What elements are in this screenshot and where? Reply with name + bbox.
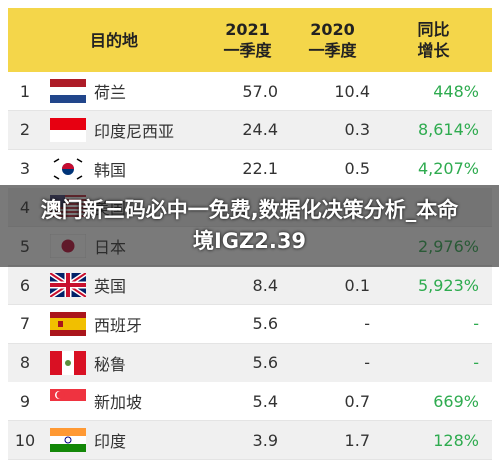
value-2020: 0.1 — [344, 275, 370, 295]
country-name: 韩国 — [94, 160, 127, 180]
value-2020: 10.4 — [334, 81, 370, 101]
value-2021: 8.4 — [252, 275, 278, 295]
header-cell: 目的地 — [42, 8, 205, 72]
flag — [50, 156, 86, 181]
header-text: 2020 — [310, 20, 355, 39]
value-2020: - — [364, 353, 370, 373]
value-2021: 57.0 — [242, 81, 278, 101]
flag — [50, 273, 86, 297]
value-2020: - — [364, 314, 370, 334]
growth: 4,207% — [417, 159, 479, 179]
country-name: 西班牙 — [94, 315, 143, 335]
rank: 2 — [19, 120, 31, 140]
header-text: 一季度 — [308, 41, 357, 60]
flag — [50, 428, 86, 453]
rank: 6 — [19, 275, 31, 295]
value-2020: 0.5 — [344, 159, 370, 179]
flag — [50, 79, 86, 103]
rank: 3 — [19, 159, 31, 179]
header-cell: 2021 一季度 — [205, 8, 290, 72]
country-name: 荷兰 — [94, 83, 127, 102]
overlay-title: 澳门新三码必中一免费,数据化决策分析_本命境IGZ2.39 — [40, 198, 459, 253]
flag — [50, 311, 86, 336]
header-cell — [8, 8, 42, 72]
growth: - — [473, 353, 479, 373]
country-name: 英国 — [94, 277, 127, 296]
header-text: 同比 — [417, 20, 450, 39]
header-text: 一季度 — [223, 41, 272, 60]
rank: 9 — [19, 391, 31, 411]
table-row: 9 新加坡 5.4 0.7 669% — [8, 382, 492, 422]
rank: 7 — [19, 314, 31, 334]
value-2021: 5.4 — [252, 391, 278, 411]
country-name: 秘鲁 — [94, 354, 127, 374]
header-text: 增长 — [417, 41, 450, 60]
growth: 669% — [433, 391, 479, 411]
table-row: 2 印度尼西亚 24.4 0.3 8,614% — [8, 110, 492, 150]
country-name: 新加坡 — [94, 393, 143, 413]
value-2021: 5.6 — [252, 353, 278, 373]
header-cell: 2020 一季度 — [290, 8, 375, 72]
value-2020: 0.3 — [344, 120, 370, 140]
value-2021: 3.9 — [252, 430, 278, 450]
value-2021: 5.6 — [252, 314, 278, 334]
header-text: 2021 — [225, 20, 270, 39]
rank: 1 — [19, 81, 31, 101]
value-2021: 24.4 — [242, 120, 278, 140]
rank: 8 — [19, 353, 31, 373]
growth: 128% — [433, 430, 479, 450]
rank: 10 — [14, 430, 36, 450]
header-cell: 同比 增长 — [375, 8, 492, 72]
table-row: 1 荷兰 57.0 10.4 448% — [8, 72, 492, 111]
table-row: 3 韩国 22.1 0.5 4,207% — [8, 149, 492, 189]
table-row: 8 秘鲁 5.6 - - — [8, 343, 492, 383]
flag — [50, 117, 86, 142]
country-name: 印度尼西亚 — [94, 121, 175, 141]
flag — [50, 350, 86, 375]
overlay-banner: 澳门新三码必中一免费,数据化决策分析_本命境IGZ2.39 — [0, 185, 499, 267]
table-row: 7 西班牙 5.6 - - — [8, 304, 492, 344]
flag — [50, 389, 86, 414]
country-name: 印度 — [94, 432, 127, 452]
header-text: 目的地 — [90, 30, 139, 50]
value-2020: 0.7 — [344, 391, 370, 411]
growth: 448% — [433, 81, 479, 101]
growth: 8,614% — [417, 120, 479, 140]
table-row: 6 英国 8.4 0.1 5,923% — [8, 266, 492, 305]
value-2020: 1.7 — [344, 430, 370, 450]
growth: - — [473, 314, 479, 334]
growth: 5,923% — [417, 275, 479, 295]
value-2021: 22.1 — [242, 159, 278, 179]
table-row: 10 印度 3.9 1.7 128% — [8, 421, 492, 461]
